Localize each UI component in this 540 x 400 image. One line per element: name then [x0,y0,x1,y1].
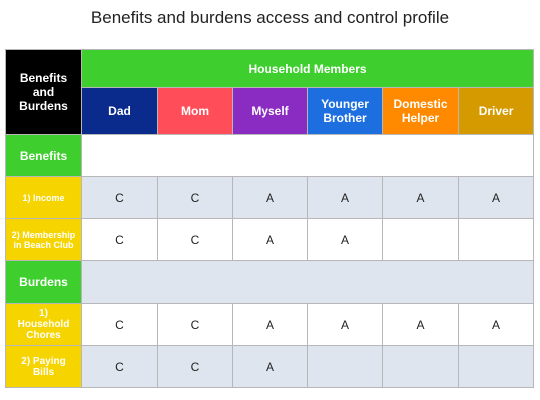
table-cell: A [232,176,308,219]
member-younger-brother-line-1: Younger [321,97,369,111]
page-title: Benefits and burdens access and control … [90,8,450,27]
table-cell: C [157,176,233,219]
row-label-chores: 1) Household Chores [5,303,82,346]
table-cell: C [157,345,233,388]
table-cell: A [457,176,535,219]
table-cell [457,345,535,388]
table-cell: C [81,176,158,219]
member-driver: Driver [457,87,535,135]
table-cell: A [232,218,308,261]
row-label-membership: 2) Membership in Beach Club [5,218,82,261]
member-domestic-helper-line-2: Helper [401,111,440,125]
table-cell: C [157,303,233,346]
member-mom: Mom [157,87,233,135]
row-label-income-text: 1) Income [22,192,65,203]
row-label-chores-line-1: 1) [39,308,48,319]
row-label-chores-line-3: Chores [26,330,61,341]
member-younger-brother: Younger Brother [307,87,383,135]
table-cell: A [457,303,535,346]
table-cell: A [307,218,383,261]
row-label-membership-line-2: in Beach Club [13,239,74,250]
access-control-table: Benefits and Burdens Household Members D… [5,49,535,388]
table-cell [382,218,459,261]
table-cell: C [157,218,233,261]
member-domestic-helper-line-1: Domestic [393,97,448,111]
burdens-section-band [80,260,535,304]
row-label-membership-line-1: 2) Membership [11,229,76,240]
burdens-section-label: Burdens [5,260,82,304]
row-label-income: 1) Income [5,176,82,219]
benefits-section-label: Benefits [5,134,82,177]
row-label-bills-line-1: 2) Paying [21,355,66,367]
table-cell: C [81,218,158,261]
member-dad: Dad [81,87,158,135]
member-dad-label: Dad [108,104,131,118]
member-mom-label: Mom [181,104,209,118]
household-members-header: Household Members [80,49,535,88]
benefits-section-band [80,134,535,177]
row-label-bills-line-2: Bills [32,366,55,378]
row-label-chores-line-2: Household [17,319,70,330]
member-myself: Myself [232,87,308,135]
member-driver-label: Driver [478,104,514,118]
table-cell: C [81,345,158,388]
table-cell: A [382,303,459,346]
table-cell [382,345,459,388]
member-domestic-helper: Domestic Helper [382,87,459,135]
corner-header: Benefits and Burdens [5,49,82,135]
corner-line-1: Benefits [19,71,68,85]
member-myself-label: Myself [251,104,289,118]
row-label-bills: 2) Paying Bills [5,345,82,388]
corner-line-3: Burdens [19,99,68,113]
corner-line-2: and [32,85,55,99]
table-cell: A [232,345,308,388]
table-cell: A [232,303,308,346]
member-younger-brother-line-2: Brother [323,111,367,125]
table-cell [307,345,383,388]
table-cell: A [382,176,459,219]
table-cell: A [307,303,383,346]
table-cell: C [81,303,158,346]
table-cell: A [307,176,383,219]
table-cell [457,218,535,261]
